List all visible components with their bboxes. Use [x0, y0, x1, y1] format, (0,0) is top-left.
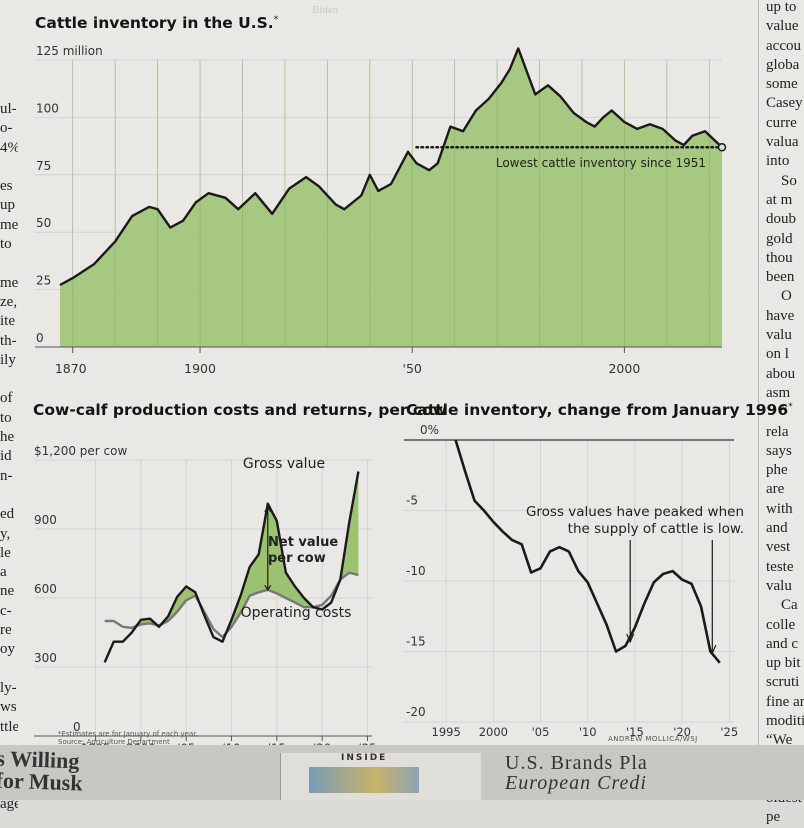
y-tick-label: -15: [406, 635, 426, 649]
bottom-headline-right-line2: European Credi: [505, 772, 647, 794]
newspaper-sheet: [0, 0, 804, 745]
column-rule: [758, 0, 759, 745]
gross-value-label: Gross value: [243, 456, 325, 472]
x-tick-label: 1995: [81, 741, 110, 745]
y-tick-label: 50: [36, 216, 51, 230]
operating-costs-label: Operating costs: [241, 605, 352, 621]
chart3-title-text: Cattle inventory, change from January 19…: [406, 401, 789, 419]
x-tick-label: 1900: [184, 361, 216, 376]
x-tick-label: '10: [223, 741, 241, 745]
inventory-line: [59, 47, 723, 287]
footnote-line-1: *Estimates are for January of each year.: [58, 730, 198, 738]
watermark-text: Biden: [312, 4, 339, 16]
inside-photo: [309, 767, 419, 793]
x-tick-label: '25: [359, 741, 377, 745]
y-tick-label: 300: [34, 651, 57, 665]
x-tick-label: 1995: [432, 725, 461, 739]
peak-annotation-line-2: the supply of cattle is low.: [568, 521, 744, 537]
x-tick-label: '20: [673, 725, 691, 739]
chart1-title-text: Cattle inventory in the U.S.: [35, 14, 274, 32]
x-tick-label: 2000: [126, 741, 155, 745]
y-tick-label: 125 million: [36, 44, 103, 58]
x-tick-label: '05: [532, 725, 550, 739]
right-column-text: up to value accou globa some Casey curre…: [766, 0, 804, 826]
x-tick-label: '05: [177, 741, 195, 745]
chart1-title-mark: *: [273, 14, 279, 25]
bottom-headline-left-line2: for Musk: [0, 767, 84, 796]
net-value-arrowhead-down: [264, 585, 272, 592]
peak-annotation-line-1: Gross values have peaked when: [526, 504, 744, 520]
footnote: *Estimates are for January of each year.…: [58, 730, 198, 746]
x-tick-label: '20: [313, 741, 331, 745]
x-tick-label: '15: [268, 741, 286, 745]
gross-value-line: [103, 471, 360, 663]
bottom-headline-right-line1: U.S. Brands Pla: [505, 752, 648, 774]
y-tick-label: 900: [34, 513, 57, 527]
operating-costs-line: [104, 571, 359, 639]
chart3-title-mark: *: [788, 401, 793, 412]
y-tick-label: 600: [34, 582, 57, 596]
y-tick-label: -5: [406, 494, 418, 508]
x-tick-label: '10: [579, 725, 597, 739]
y-tick-label: 0%: [420, 423, 439, 437]
net-value-area: [104, 471, 359, 638]
net-value-arrowhead-up: [264, 506, 272, 513]
inside-box: INSIDE: [280, 753, 481, 800]
y-tick-label: 75: [36, 159, 51, 173]
y-tick-label: -20: [406, 705, 426, 719]
inside-label: INSIDE: [341, 753, 388, 763]
chart3-title: Cattle inventory, change from January 19…: [406, 401, 793, 419]
y-tick-label: 0: [36, 331, 44, 345]
y-tick-label: 0: [73, 720, 81, 734]
chart2-title: Cow-calf production costs and returns, p…: [33, 401, 447, 419]
peak-arrowhead: [626, 633, 635, 644]
bottom-headline-right: U.S. Brands Pla European Credi: [505, 753, 648, 793]
x-tick-label: 2000: [608, 361, 640, 376]
y-tick-label: -10: [406, 564, 426, 578]
chart1-title: Cattle inventory in the U.S.*: [35, 14, 278, 32]
y-tick-label: 100: [36, 101, 59, 115]
bottom-headline-left: s Willing for Musk: [0, 745, 84, 796]
chart2-title-text: Cow-calf production costs and returns, p…: [33, 401, 448, 419]
x-tick-label: '15: [626, 725, 644, 739]
cow-calf-costs-chart: $1,200 per cow 900 600 300 0 1995 2000 '05 '10 '1…: [34, 444, 377, 745]
peak-arrowhead: [708, 644, 717, 655]
latest-point-marker: [717, 142, 727, 152]
annotation-lowest-inventory: Lowest cattle inventory since 1951: [496, 156, 706, 170]
net-value-label-2: per cow: [268, 551, 326, 566]
left-column-text: ul- o- 4% es up me to me ze, ite th- ily…: [0, 101, 18, 812]
x-tick-label: 1870: [55, 361, 87, 376]
inventory-change-chart: 0% -5 -10 -15 -20 1995 2000 '05 '10 '15 '20 '25 Gros…: [404, 423, 744, 739]
net-value-label: Net value: [268, 535, 338, 550]
y-tick-label: $1,200 per cow: [34, 444, 127, 458]
footnote-line-2: Source: Agriculture Department: [58, 738, 170, 746]
credit: ANDREW MOLLICA/WSJ: [608, 735, 698, 743]
cattle-inventory-chart: Lowest cattle inventory since 1951 125 mi…: [35, 44, 727, 376]
inventory-change-line: [454, 439, 721, 664]
y-tick-label: 25: [36, 274, 51, 288]
x-tick-label: '25: [720, 725, 738, 739]
next-page-strip: s Willing for Musk INSIDE U.S. Brands Pl…: [0, 745, 804, 800]
x-tick-label: '50: [403, 361, 422, 376]
x-tick-label: 2000: [479, 725, 508, 739]
inventory-area: [60, 48, 722, 347]
